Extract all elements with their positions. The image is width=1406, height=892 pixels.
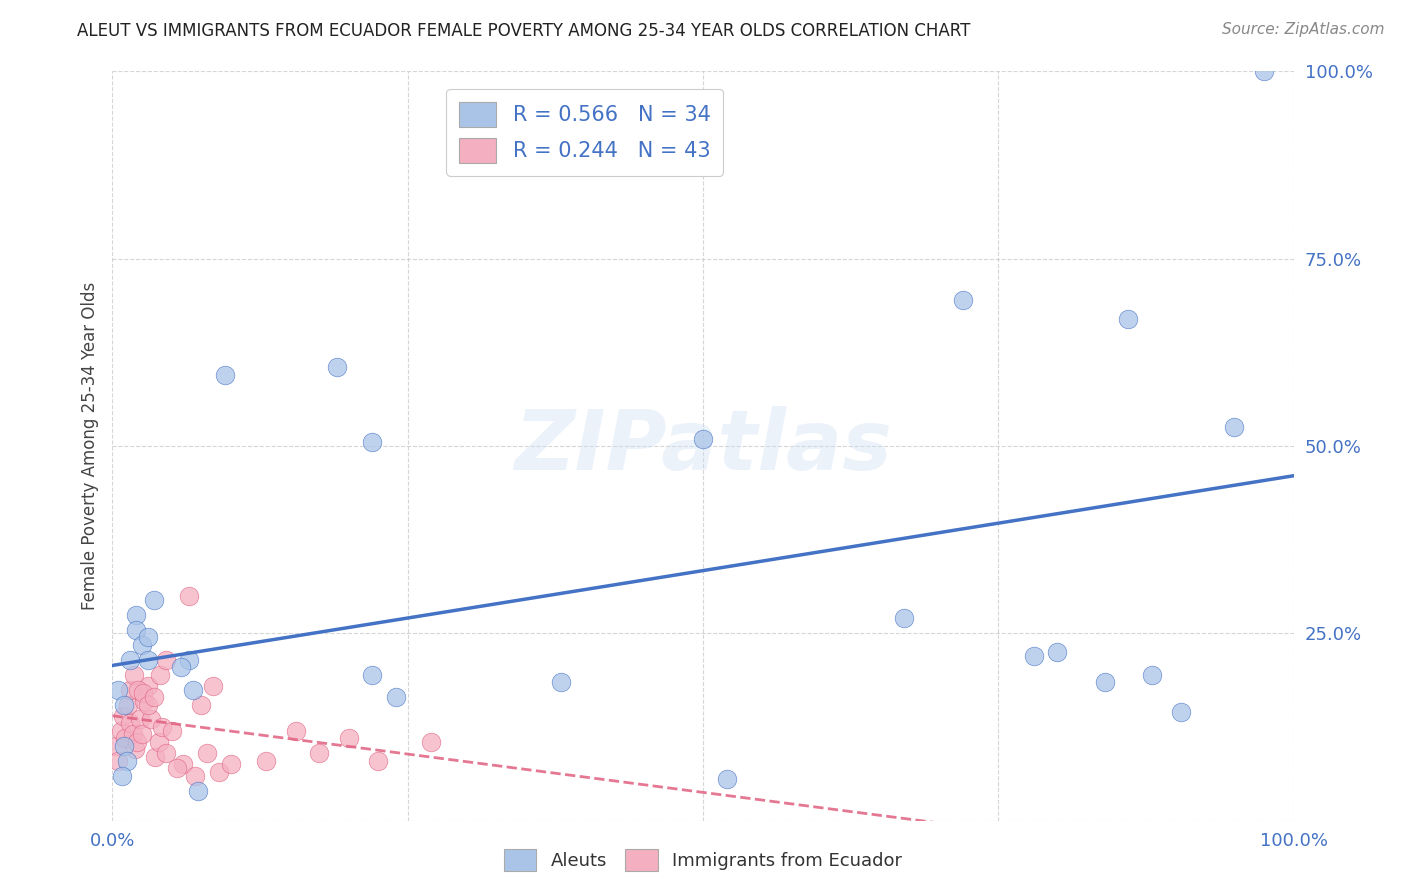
Text: ZIPatlas: ZIPatlas <box>515 406 891 486</box>
Point <box>131 727 153 741</box>
Point <box>172 757 194 772</box>
Point <box>254 754 277 768</box>
Point <box>214 368 236 382</box>
Point <box>160 723 183 738</box>
Point <box>121 727 143 741</box>
Point <box>385 690 408 704</box>
Point <box>208 764 231 779</box>
Point <box>692 432 714 446</box>
Y-axis label: Female Poverty Among 25-34 Year Olds: Female Poverty Among 25-34 Year Olds <box>80 282 98 610</box>
Point <box>149 667 172 681</box>
Point <box>132 686 155 700</box>
Point <box>155 652 177 666</box>
Point <box>361 435 384 450</box>
Point <box>125 607 148 622</box>
Point <box>112 739 135 753</box>
Point <box>110 723 132 738</box>
Legend: Aleuts, Immigrants from Ecuador: Aleuts, Immigrants from Ecuador <box>496 842 910 879</box>
Point <box>117 698 139 712</box>
Point <box>120 716 142 731</box>
Point <box>1046 645 1069 659</box>
Point <box>148 735 170 749</box>
Point <box>136 652 159 666</box>
Point <box>124 742 146 756</box>
Point <box>111 769 134 783</box>
Point <box>195 746 218 760</box>
Point <box>361 667 384 681</box>
Point <box>105 739 128 753</box>
Point <box>181 682 204 697</box>
Point <box>420 735 443 749</box>
Point <box>155 746 177 760</box>
Point <box>114 731 136 746</box>
Point <box>893 611 915 625</box>
Point <box>115 754 138 768</box>
Point <box>127 735 149 749</box>
Point <box>1094 675 1116 690</box>
Point <box>131 638 153 652</box>
Point <box>112 708 135 723</box>
Point <box>125 623 148 637</box>
Point <box>1022 648 1045 663</box>
Point <box>136 698 159 712</box>
Point <box>127 682 149 697</box>
Point <box>120 652 142 666</box>
Point <box>367 754 389 768</box>
Point <box>112 698 135 712</box>
Text: Source: ZipAtlas.com: Source: ZipAtlas.com <box>1222 22 1385 37</box>
Point <box>107 682 129 697</box>
Point <box>136 679 159 693</box>
Point <box>150 720 173 734</box>
Point <box>141 713 163 727</box>
Point <box>952 293 974 307</box>
Point <box>143 750 166 764</box>
Point <box>107 754 129 768</box>
Point <box>170 660 193 674</box>
Point <box>142 592 165 607</box>
Point <box>337 731 360 746</box>
Legend: R = 0.566   N = 34, R = 0.244   N = 43: R = 0.566 N = 34, R = 0.244 N = 43 <box>446 89 724 176</box>
Point <box>179 589 201 603</box>
Point <box>201 679 224 693</box>
Point <box>1116 311 1139 326</box>
Point <box>166 761 188 775</box>
Point <box>1253 64 1275 78</box>
Point <box>219 757 242 772</box>
Point <box>308 746 330 760</box>
Point <box>550 675 572 690</box>
Point <box>1140 667 1163 681</box>
Point <box>128 713 150 727</box>
Point <box>1223 420 1246 434</box>
Point <box>1170 705 1192 719</box>
Point <box>142 690 165 704</box>
Point <box>326 360 349 375</box>
Point <box>184 769 207 783</box>
Point <box>134 694 156 708</box>
Point <box>122 667 145 681</box>
Point <box>186 783 208 797</box>
Point <box>190 698 212 712</box>
Point <box>284 723 307 738</box>
Text: ALEUT VS IMMIGRANTS FROM ECUADOR FEMALE POVERTY AMONG 25-34 YEAR OLDS CORRELATIO: ALEUT VS IMMIGRANTS FROM ECUADOR FEMALE … <box>77 22 970 40</box>
Point <box>120 682 142 697</box>
Point <box>716 772 738 787</box>
Point <box>179 652 201 666</box>
Point <box>136 630 159 644</box>
